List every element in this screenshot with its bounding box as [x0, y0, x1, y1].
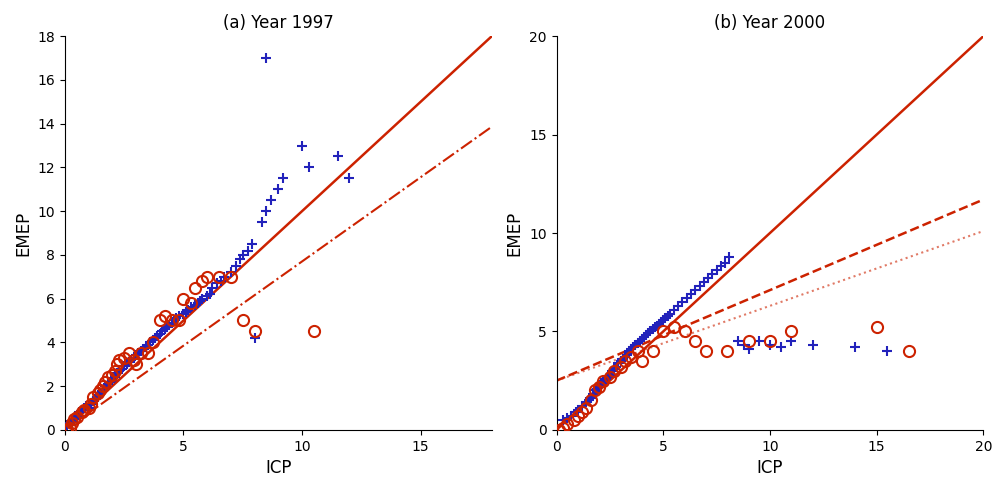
- Y-axis label: EMEP: EMEP: [506, 211, 524, 256]
- Title: (b) Year 2000: (b) Year 2000: [714, 14, 826, 32]
- Y-axis label: EMEP: EMEP: [14, 211, 32, 256]
- X-axis label: ICP: ICP: [757, 459, 784, 477]
- X-axis label: ICP: ICP: [265, 459, 292, 477]
- Title: (a) Year 1997: (a) Year 1997: [223, 14, 334, 32]
